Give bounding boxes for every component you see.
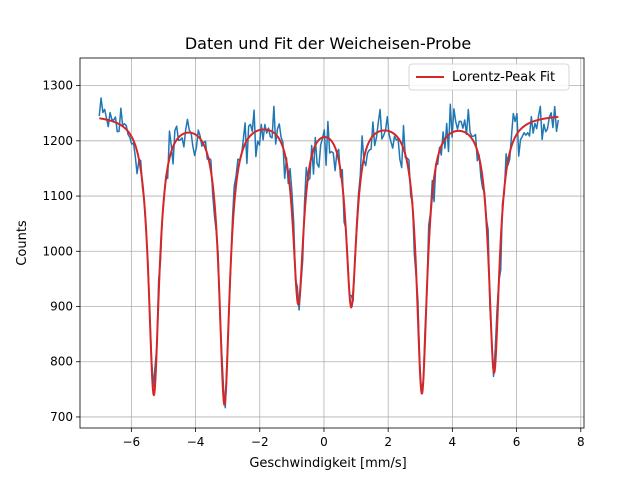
y-tick-label: 1300 [42, 79, 73, 93]
y-tick-label: 900 [50, 300, 73, 314]
legend-box [408, 63, 570, 91]
x-tick-label: 4 [449, 435, 457, 449]
x-tick-label: −2 [251, 435, 269, 449]
y-tick-label: 700 [50, 410, 73, 424]
series-lorentz-fit [98, 115, 559, 406]
y-axis-label: Counts [15, 220, 30, 266]
y-tick-label: 800 [50, 355, 73, 369]
plot-frame [79, 57, 585, 429]
y-tick-label: 1000 [42, 244, 73, 258]
legend: Lorentz-Peak Fit [408, 63, 570, 91]
x-tick-label: 2 [384, 435, 392, 449]
series-layer [98, 97, 560, 409]
legend-label-fit: Lorentz-Peak Fit [452, 70, 555, 85]
x-tick-label: 0 [320, 435, 328, 449]
x-tick-label: −6 [123, 435, 141, 449]
chart-title: Daten und Fit der Weicheisen-Probe [185, 34, 471, 53]
x-axis-label: Geschwindigkeit [mm/s] [249, 456, 406, 471]
tick-layer: −6 −4 −2 0 2 4 6 8 700 800 900 1000 1100 1200 1300 [42, 79, 584, 449]
x-tick-label: 8 [577, 435, 585, 449]
y-tick-label: 1200 [42, 134, 73, 148]
x-tick-label: 6 [513, 435, 521, 449]
y-tick-label: 1100 [42, 189, 73, 203]
x-tick-label: −4 [187, 435, 205, 449]
